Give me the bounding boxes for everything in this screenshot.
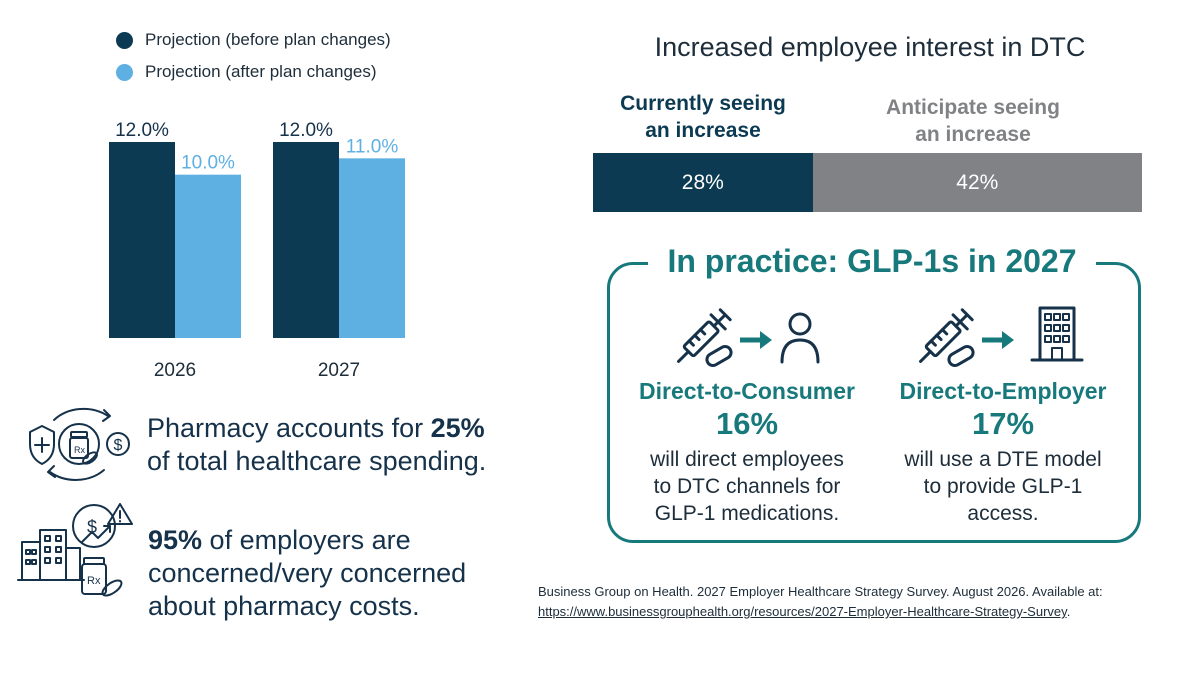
dtc-interest-title: Increased employee interest in DTC <box>654 32 1086 62</box>
employer-concern-stat: 95% of employers are concerned/very conc… <box>148 524 466 623</box>
bar-2026-series-1 <box>109 142 175 338</box>
legend-swatch-before <box>116 31 133 49</box>
pharmacy-stat: Pharmacy accounts for 25% of total healt… <box>147 412 486 478</box>
stacked-segment-current: 28% <box>593 153 813 212</box>
svg-text:Rx: Rx <box>74 445 85 455</box>
current-increase-label-line2: an increase <box>645 119 761 142</box>
projection-bar-chart: 12.0% 10.0% 2026 12.0% 11.0% 2027 <box>109 120 405 381</box>
dtc-column: Direct-to-Consumer 16% will direct emplo… <box>616 376 878 527</box>
dtc-percent: 16% <box>715 406 779 441</box>
pharmacy-stat-suffix: of total healthcare spending. <box>147 446 487 476</box>
source-citation: Business Group on Health. 2027 Employer … <box>538 582 1178 622</box>
pharmacy-cost-concern-icon: $ Rx <box>17 503 133 597</box>
legend-item-before: Projection (before plan changes) <box>116 30 391 50</box>
dte-percent: 17% <box>971 406 1035 441</box>
stacked-segment-current-label: 28% <box>681 170 724 194</box>
bar-2026-series-2 <box>175 174 241 338</box>
employer-concern-percent: 95% <box>148 525 203 555</box>
dtc-description: will direct employees to DTC channels fo… <box>616 446 878 527</box>
dtc-interest-stacked-bar: 28% 42% <box>593 153 1142 212</box>
syringe-to-building-icon <box>919 306 1084 367</box>
data-label-2026-series-2: 10.0% <box>181 153 235 174</box>
dte-heading: Direct-to-Employer <box>899 378 1107 404</box>
data-label-2027-series-2: 11.0% <box>346 136 399 157</box>
source-trailing: . <box>1066 604 1071 619</box>
svg-text:Rx: Rx <box>87 575 101 587</box>
employer-concern-line3: about pharmacy costs. <box>148 591 420 621</box>
dte-description-line2: to provide GLP-1 <box>923 475 1083 498</box>
dtc-description-line2: to DTC channels for <box>653 475 841 498</box>
anticipate-increase-label-line2: an increase <box>915 123 1031 146</box>
legend-label-before: Projection (before plan changes) <box>145 30 391 49</box>
anticipate-increase-label: Anticipate seeing an increase <box>813 94 1133 148</box>
anticipate-increase-label-line1: Anticipate seeing <box>886 96 1060 119</box>
dte-column: Direct-to-Employer 17% will use a DTE mo… <box>872 376 1134 527</box>
employer-concern-line1: of employers are <box>202 525 411 555</box>
bar-2027-series-2 <box>339 158 405 338</box>
syringe-to-person-icon <box>677 308 820 367</box>
dtc-heading: Direct-to-Consumer <box>639 378 855 404</box>
x-tick-label-2026: 2026 <box>154 360 196 381</box>
pharmacy-stat-percent: 25% <box>430 413 485 443</box>
dtc-description-line3: GLP-1 medications. <box>654 502 840 525</box>
pharmacy-stat-prefix: Pharmacy accounts for <box>147 413 431 443</box>
stacked-segment-anticipate: 42% <box>812 153 1142 212</box>
dte-description-line1: will use a DTE model <box>904 448 1102 471</box>
bar-2027-series-1 <box>273 142 339 338</box>
legend-label-after: Projection (after plan changes) <box>145 62 377 81</box>
current-increase-label-line1: Currently seeing <box>620 92 786 115</box>
current-increase-label: Currently seeing an increase <box>593 90 813 144</box>
dtc-description-line1: will direct employees <box>650 448 844 471</box>
source-text: Business Group on Health. 2027 Employer … <box>538 584 1103 599</box>
stacked-segment-anticipate-label: 42% <box>956 170 999 194</box>
data-label-2027-series-1: 12.0% <box>279 120 333 141</box>
source-link[interactable]: https://www.businessgrouphealth.org/reso… <box>538 604 1067 619</box>
pharmacy-spending-icon: Rx $ <box>29 407 130 481</box>
dte-description: will use a DTE model to provide GLP-1 ac… <box>872 446 1134 527</box>
legend-item-after: Projection (after plan changes) <box>116 62 377 82</box>
dte-description-line3: access. <box>967 502 1039 525</box>
x-tick-label-2027: 2027 <box>318 360 360 381</box>
data-label-2026-series-1: 12.0% <box>115 120 169 141</box>
svg-text:$: $ <box>114 437 123 454</box>
in-practice-title: In practice: GLP-1s in 2027 <box>648 240 1096 282</box>
legend-swatch-after <box>116 63 133 81</box>
employer-concern-line2: concerned/very concerned <box>148 558 467 588</box>
svg-text:$: $ <box>87 517 97 537</box>
